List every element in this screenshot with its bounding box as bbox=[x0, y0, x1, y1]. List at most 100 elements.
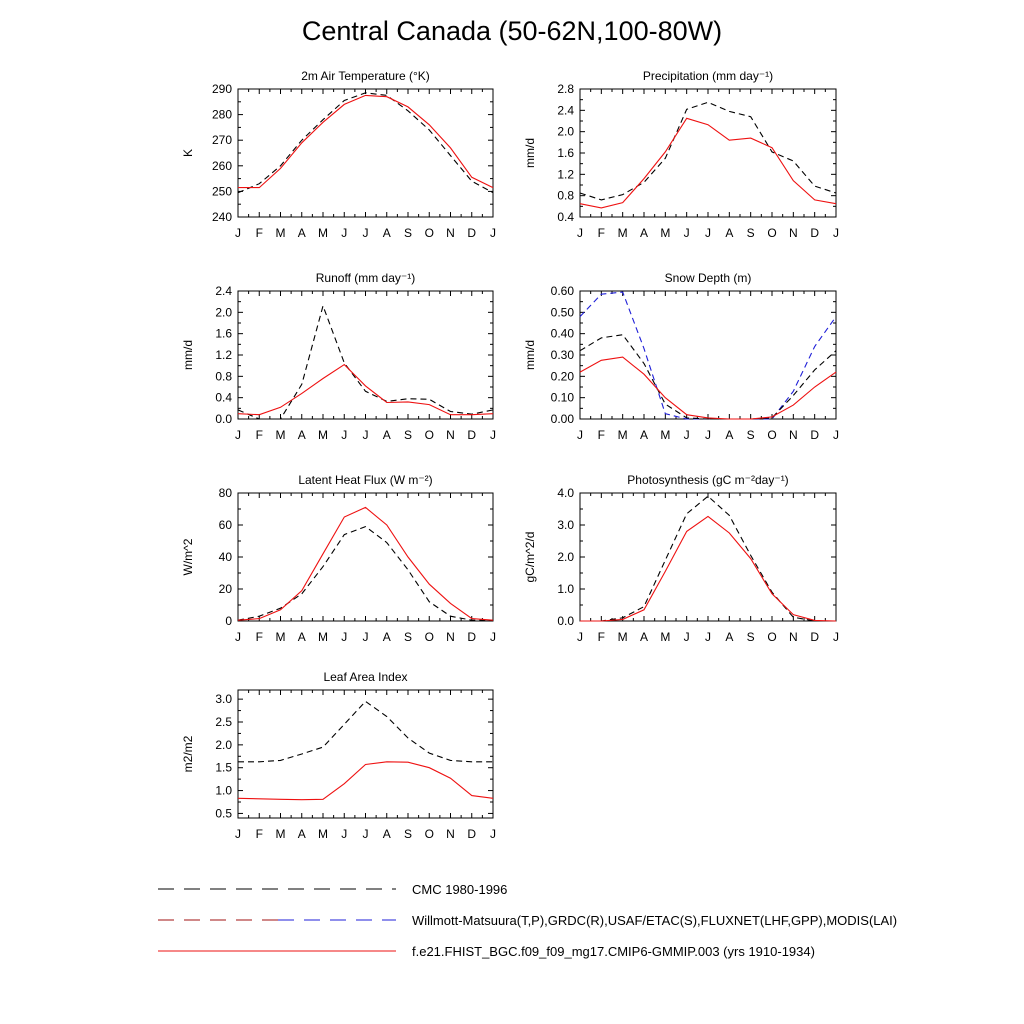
figure-title: Central Canada (50-62N,100-80W) bbox=[301, 16, 723, 46]
x-tick-label: S bbox=[404, 226, 412, 240]
y-axis-label: W/m^2 bbox=[181, 538, 195, 575]
y-axis-label: mm/d bbox=[523, 340, 537, 370]
x-tick-label: M bbox=[660, 226, 670, 240]
x-tick-label: S bbox=[747, 428, 755, 442]
y-tick-label: 2.0 bbox=[557, 125, 574, 139]
x-tick-label: F bbox=[598, 630, 605, 644]
y-tick-label: 0.20 bbox=[551, 369, 575, 383]
x-tick-label: J bbox=[235, 827, 241, 841]
y-axis-label: m2/m2 bbox=[181, 735, 195, 772]
x-tick-label: J bbox=[684, 630, 690, 644]
x-tick-label: J bbox=[705, 226, 711, 240]
x-tick-label: N bbox=[789, 428, 798, 442]
y-tick-label: 250 bbox=[212, 184, 232, 198]
x-tick-label: F bbox=[256, 226, 263, 240]
x-tick-label: J bbox=[363, 428, 369, 442]
y-tick-label: 3.0 bbox=[215, 692, 232, 706]
x-tick-label: A bbox=[725, 428, 733, 442]
chart-panel-runoff: Runoff (mm day⁻¹)mm/dJ F M A M J J A S O N D J0.00.4… bbox=[181, 271, 496, 442]
y-axis-label: gC/m^2/d bbox=[523, 532, 537, 583]
x-tick-label: A bbox=[383, 428, 391, 442]
y-tick-label: 240 bbox=[212, 210, 232, 224]
series-line-obs bbox=[237, 92, 494, 194]
y-tick-label: 260 bbox=[212, 159, 232, 173]
series-line-cmc bbox=[579, 334, 837, 420]
y-tick-label: 0 bbox=[225, 614, 232, 628]
legend-label: f.e21.FHIST_BGC.f09_f09_mg17.CMIP6-GMMIP… bbox=[412, 944, 815, 959]
legend: CMC 1980-1996 Willmott-Matsuura(T,P),GRDC… bbox=[158, 882, 897, 959]
panel-title: Photosynthesis (gC m⁻²day⁻¹) bbox=[627, 473, 788, 487]
legend-entry-0: CMC 1980-1996 bbox=[158, 882, 507, 897]
chart-panel-snowdp: Snow Depth (m)mm/dJ F M A M J J A S O N D J0.000.100… bbox=[523, 271, 839, 442]
x-tick-label: N bbox=[446, 827, 455, 841]
y-tick-label: 2.4 bbox=[215, 284, 232, 298]
x-tick-label: J bbox=[235, 428, 241, 442]
x-tick-label: D bbox=[810, 226, 819, 240]
series-line-obs bbox=[237, 304, 494, 420]
y-tick-label: 80 bbox=[219, 486, 233, 500]
series-line-model bbox=[237, 761, 494, 801]
y-tick-label: 0.5 bbox=[215, 806, 232, 820]
x-tick-label: J bbox=[363, 226, 369, 240]
x-tick-label: J bbox=[490, 428, 496, 442]
series-line-obs bbox=[238, 700, 493, 763]
series-line-model bbox=[238, 94, 494, 189]
y-tick-label: 2.8 bbox=[557, 82, 574, 96]
x-tick-label: J bbox=[833, 226, 839, 240]
x-tick-label: D bbox=[467, 428, 476, 442]
x-tick-label: N bbox=[446, 428, 455, 442]
y-tick-label: 0.0 bbox=[215, 412, 232, 426]
y-tick-label: 1.6 bbox=[557, 146, 574, 160]
y-tick-label: 0.0 bbox=[557, 614, 574, 628]
x-tick-label: J bbox=[684, 428, 690, 442]
x-tick-label: J bbox=[363, 827, 369, 841]
x-tick-label: A bbox=[298, 630, 306, 644]
y-tick-label: 1.0 bbox=[215, 784, 232, 798]
x-tick-label: J bbox=[490, 827, 496, 841]
x-tick-label: J bbox=[833, 428, 839, 442]
x-tick-label: S bbox=[404, 428, 412, 442]
x-tick-label: J bbox=[577, 428, 583, 442]
x-tick-label: S bbox=[747, 226, 755, 240]
x-tick-label: O bbox=[767, 428, 776, 442]
x-tick-label: A bbox=[383, 226, 391, 240]
x-tick-label: M bbox=[276, 428, 286, 442]
x-tick-label: J bbox=[684, 226, 690, 240]
x-tick-label: A bbox=[383, 827, 391, 841]
x-tick-label: J bbox=[235, 226, 241, 240]
x-tick-label: M bbox=[276, 630, 286, 644]
x-tick-label: J bbox=[490, 630, 496, 644]
plot-frame bbox=[579, 88, 837, 218]
y-tick-label: 2.0 bbox=[557, 550, 574, 564]
y-tick-label: 20 bbox=[219, 582, 233, 596]
x-tick-label: A bbox=[640, 428, 648, 442]
x-tick-label: J bbox=[705, 428, 711, 442]
x-tick-label: N bbox=[446, 630, 455, 644]
y-tick-label: 2.4 bbox=[557, 103, 574, 117]
x-tick-label: O bbox=[767, 226, 776, 240]
y-tick-label: 0.4 bbox=[557, 210, 574, 224]
chart-panel-tsa: 2m Air Temperature (°K)KJ F M A M J J A S O N D J240… bbox=[181, 69, 496, 240]
x-tick-label: O bbox=[425, 827, 434, 841]
x-tick-label: F bbox=[598, 428, 605, 442]
y-tick-label: 60 bbox=[219, 518, 233, 532]
x-tick-label: O bbox=[425, 630, 434, 644]
x-tick-label: D bbox=[810, 630, 819, 644]
x-tick-label: N bbox=[446, 226, 455, 240]
x-tick-label: D bbox=[467, 827, 476, 841]
x-tick-label: J bbox=[833, 630, 839, 644]
plot-frame bbox=[579, 290, 837, 420]
chart-panel-lhf: Latent Heat Flux (W m⁻²)W/m^2J F M A M J J A S O N… bbox=[181, 473, 496, 644]
x-tick-label: F bbox=[256, 630, 263, 644]
x-tick-label: A bbox=[725, 226, 733, 240]
x-tick-label: F bbox=[256, 827, 263, 841]
x-tick-label: A bbox=[298, 827, 306, 841]
x-tick-label: J bbox=[235, 630, 241, 644]
plot-frame bbox=[579, 492, 837, 622]
y-axis-label: K bbox=[181, 149, 195, 157]
x-tick-label: A bbox=[383, 630, 391, 644]
x-tick-label: J bbox=[341, 226, 347, 240]
y-tick-label: 1.6 bbox=[215, 327, 232, 341]
y-tick-label: 1.0 bbox=[557, 582, 574, 596]
